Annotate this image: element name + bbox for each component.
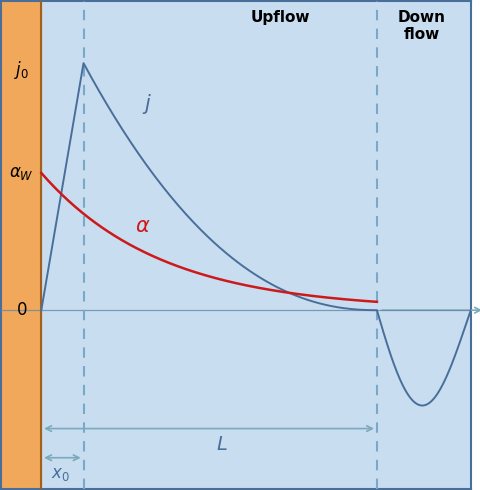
Text: $x_0$: $x_0$	[51, 465, 70, 483]
Text: $0$: $0$	[16, 301, 27, 319]
Text: Down
flow: Down flow	[397, 10, 445, 42]
Text: $\alpha_W$: $\alpha_W$	[9, 164, 34, 182]
Bar	[1, 1, 41, 489]
Text: $j_0$: $j_0$	[14, 59, 29, 81]
Text: Upflow: Upflow	[251, 10, 311, 25]
Text: $\alpha$: $\alpha$	[135, 216, 151, 236]
Text: $L$: $L$	[216, 436, 228, 454]
Text: $j$: $j$	[142, 92, 152, 116]
